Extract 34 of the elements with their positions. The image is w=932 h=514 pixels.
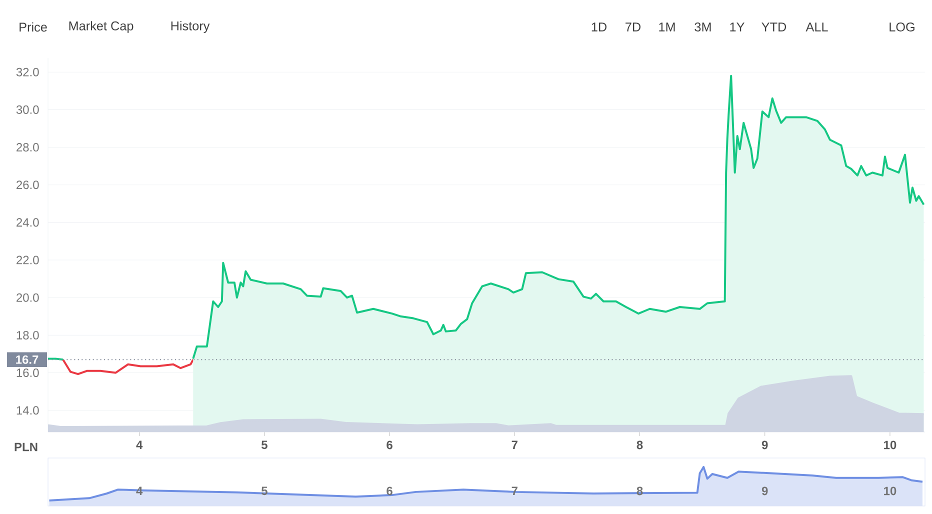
x-tick-label: 10 bbox=[884, 486, 896, 496]
x-tick-label: 6 bbox=[386, 440, 392, 450]
ref-line-label: 16.7 bbox=[16, 355, 38, 364]
text: LOG bbox=[890, 22, 914, 32]
x-tick-label: 9 bbox=[762, 440, 768, 450]
text: Market Cap bbox=[69, 21, 134, 33]
y-tick-label: 14.0 bbox=[16, 406, 39, 415]
x-tick-label: 5 bbox=[261, 440, 268, 450]
text: Price bbox=[20, 22, 47, 32]
y-tick-label: 22.0 bbox=[16, 256, 39, 264]
text: 1Y bbox=[730, 22, 744, 32]
text: 7D bbox=[626, 22, 640, 32]
x-tick-label: 10 bbox=[884, 440, 896, 450]
y-tick-label: 28.0 bbox=[16, 143, 39, 152]
y-tick-label: 20.0 bbox=[16, 293, 39, 302]
x-tick-label: 4 bbox=[136, 440, 143, 449]
y-tick-label: 26.0 bbox=[16, 180, 39, 190]
text: ALL bbox=[806, 22, 828, 32]
x-tick-label: 8 bbox=[636, 440, 643, 450]
text: 3M bbox=[694, 22, 711, 32]
y-tick-label: 30.0 bbox=[16, 105, 39, 114]
y-tick-label: 16.0 bbox=[16, 368, 39, 378]
x-tick-label: 7 bbox=[512, 440, 518, 449]
x-tick-label: 6 bbox=[386, 486, 392, 496]
y-tick-label: 24.0 bbox=[16, 218, 39, 227]
text: History bbox=[171, 21, 210, 33]
y-axis-title: PLN bbox=[14, 442, 38, 452]
y-tick-label: 32.0 bbox=[16, 68, 39, 76]
text: 1D bbox=[592, 22, 606, 32]
text: YTD bbox=[762, 22, 786, 32]
y-tick-label: 18.0 bbox=[16, 330, 39, 340]
text: 1M bbox=[659, 22, 675, 32]
line-series bbox=[62, 358, 194, 376]
x-tick-label: 9 bbox=[762, 486, 768, 496]
